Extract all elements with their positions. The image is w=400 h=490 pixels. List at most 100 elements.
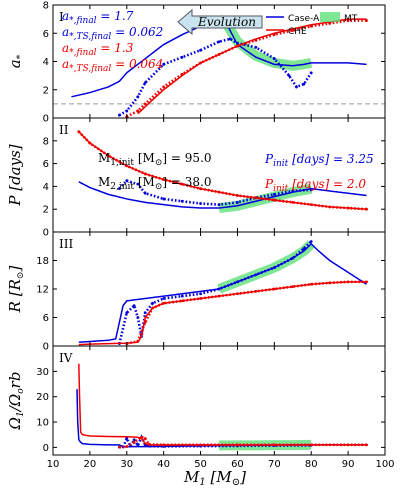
series-point (132, 438, 136, 442)
y-axis-label-II: P [days] (6, 144, 24, 206)
y-tick-label: 12 (36, 285, 49, 296)
y-tick-label: 8 (43, 136, 49, 147)
series-point (136, 109, 140, 113)
series-point (162, 301, 166, 305)
series-point (143, 437, 147, 440)
legend-item-che: CHE (266, 27, 307, 37)
panel-frame-IV (52, 345, 386, 456)
series-point (236, 194, 239, 197)
y-tick-label: 10 (36, 418, 49, 429)
series-point (199, 48, 202, 52)
panel-II: 0 2 4 6 8 II P [days] M1,init [M⊙] = 95.0 M2,ini… (6, 117, 386, 239)
series-point (217, 294, 221, 298)
series-IV-case-a-ts- (119, 434, 312, 449)
series-point (132, 304, 136, 308)
x-tick-label: 40 (157, 459, 170, 470)
series-point (309, 240, 313, 243)
series-point (236, 44, 239, 48)
series-point (180, 72, 184, 76)
annotation-blue-final: a*,final = 1.7 (62, 9, 134, 26)
evolution-arrow-shape (177, 8, 263, 36)
series-point (236, 280, 239, 284)
series-III-case-a (78, 242, 367, 343)
series-point (199, 443, 202, 447)
series-point (291, 200, 295, 204)
annotation-p-init-red: Pinit [days] = 2.0 (264, 177, 366, 194)
series-point (236, 292, 239, 296)
y-tick-label: 6 (43, 29, 49, 40)
series-point (365, 207, 368, 211)
x-axis: 10 20 30 40 50 60 70 80 90 100 (47, 459, 395, 470)
series-point (140, 435, 143, 439)
series-point (136, 316, 140, 319)
series-point (302, 82, 306, 86)
series-point (272, 57, 276, 61)
series-point (143, 191, 147, 195)
y-tick-label: 2 (43, 85, 49, 96)
series-point (199, 297, 202, 300)
legend-item-case-a: Case-A (266, 14, 320, 24)
series-point (143, 320, 147, 324)
x-tick-label: 80 (305, 459, 318, 470)
series-point (346, 443, 350, 447)
series-point (272, 287, 276, 291)
panel-III: 0 6 12 18 III R [R⊙] (6, 231, 386, 353)
y-tick-label: 0 (43, 342, 49, 353)
series-point (272, 192, 276, 196)
series-point (162, 178, 166, 181)
series-point (118, 113, 121, 117)
series-point (125, 311, 129, 315)
series-point (199, 292, 202, 296)
series-point (309, 71, 313, 75)
y-tick-label: 6 (43, 313, 49, 324)
y-tick-label: 0 (43, 228, 49, 239)
x-tick-label: 100 (375, 459, 394, 470)
series-point (136, 443, 140, 447)
legend-label: MT (344, 14, 358, 24)
legend-item-mt: MT (320, 12, 358, 24)
series-point (236, 41, 239, 45)
series-I-che-ts- (126, 19, 367, 118)
series-point (143, 102, 147, 106)
series-point (136, 182, 140, 186)
series-point (295, 85, 298, 89)
series-point (228, 37, 232, 41)
series-I-che (137, 18, 367, 115)
series-point (151, 306, 155, 310)
y-tick-label: 6 (43, 159, 49, 170)
series-point (328, 21, 332, 25)
panel-label-I: I (59, 10, 64, 24)
series-point (217, 40, 221, 44)
series-point (199, 202, 202, 205)
y-tick-label: 8 (43, 1, 49, 12)
series-point (254, 196, 258, 200)
series-point (346, 280, 350, 284)
y-tick-label: 0 (43, 114, 49, 125)
series-point (162, 85, 166, 89)
y-tick-label: 0 (43, 443, 49, 454)
series-point (328, 205, 332, 209)
series-point (118, 187, 121, 191)
series-point (291, 285, 295, 289)
series-point (77, 130, 81, 134)
series-point (272, 33, 276, 37)
series-point (136, 95, 140, 99)
series-point (106, 154, 110, 158)
series-point (199, 187, 202, 191)
series-point (309, 24, 313, 28)
series-II-case-a (78, 181, 367, 209)
legend-label: Case-A (288, 14, 320, 24)
annotation-m1-init: M1,init [M⊙] = 95.0 (98, 151, 212, 168)
series-point (125, 109, 129, 113)
series-point (254, 45, 258, 49)
x-tick-label: 60 (231, 459, 244, 470)
series-point (162, 443, 166, 447)
y-tick-label: 30 (36, 367, 49, 378)
series-I-case-a-ts- (118, 37, 313, 117)
series-point (272, 443, 276, 447)
legend-label: CHE (288, 27, 307, 37)
evolution-arrow-label: Evolution (197, 15, 256, 29)
mt-band-III (217, 240, 315, 294)
